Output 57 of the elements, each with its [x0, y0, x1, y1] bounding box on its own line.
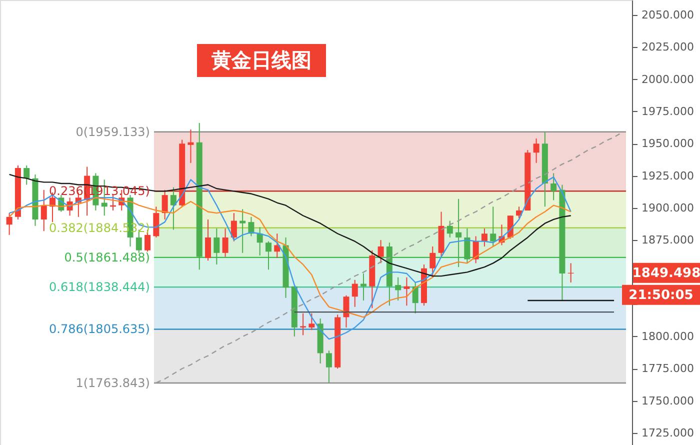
y-tick-label: 1975.000 — [642, 104, 694, 118]
y-tick-label: 1950.000 — [642, 137, 694, 150]
candlestick — [326, 350, 332, 384]
candlestick — [188, 128, 194, 164]
candlestick — [507, 215, 514, 240]
candlestick — [456, 198, 462, 268]
candlestick — [360, 272, 367, 301]
y-tick-label: 1750.000 — [642, 394, 694, 408]
candlestick — [40, 189, 47, 232]
ref-line-label: 0.618(1838.444) — [49, 280, 150, 294]
line-series — [8, 176, 572, 340]
ref-line-label: 0.786(1805.635) — [49, 322, 150, 336]
candlestick — [300, 312, 306, 336]
candlestick — [248, 216, 254, 237]
candlestick — [24, 164, 30, 186]
candlestick — [446, 220, 453, 238]
annotation: 21:50:05 — [628, 288, 694, 303]
candlestick — [490, 206, 496, 247]
ref-line-label: 0.5(1861.488) — [64, 250, 150, 264]
candlestick — [343, 294, 350, 328]
y-tick-label: 1725.000 — [642, 426, 694, 440]
candlestick — [256, 226, 263, 256]
y-tick-label: 2000.000 — [642, 72, 694, 86]
y-tick-label: 1875.000 — [642, 234, 694, 247]
y-tick-label: 1925.000 — [642, 169, 694, 182]
candlestick — [430, 246, 436, 278]
y-tick-label: 2025.000 — [642, 40, 694, 54]
candlestick — [412, 282, 418, 314]
candlestick — [170, 186, 176, 230]
candlestick — [274, 233, 280, 259]
candlestick — [464, 228, 470, 264]
candlestick — [222, 228, 228, 258]
y-tick-label: 1775.000 — [642, 362, 694, 376]
ref-line-label: 0(1959.133) — [76, 124, 150, 139]
candlestick — [230, 212, 237, 242]
candlestick — [378, 240, 384, 264]
y-tick-label: 1800.000 — [642, 330, 694, 343]
candlestick — [214, 228, 220, 265]
candlestick — [481, 228, 488, 247]
candlestick — [533, 138, 540, 164]
candlestick — [308, 312, 315, 331]
candlestick — [240, 208, 246, 254]
candlestick — [205, 218, 212, 262]
candlestick — [472, 236, 479, 264]
annotation: 1849.498 — [632, 266, 700, 281]
candlestick — [395, 276, 402, 301]
ref-line-label: 1(1763.843) — [76, 376, 150, 390]
candlestick — [550, 172, 557, 201]
y-tick-label: 1900.000 — [642, 201, 694, 214]
y-tick-label: 2050.000 — [642, 8, 694, 22]
candlestick — [153, 206, 160, 238]
text: 黄金日线图 — [210, 48, 312, 72]
candlestick — [352, 279, 358, 308]
candlestick — [404, 276, 410, 306]
candlestick — [162, 189, 168, 220]
candlestick — [265, 240, 272, 270]
candlestick — [6, 212, 12, 236]
